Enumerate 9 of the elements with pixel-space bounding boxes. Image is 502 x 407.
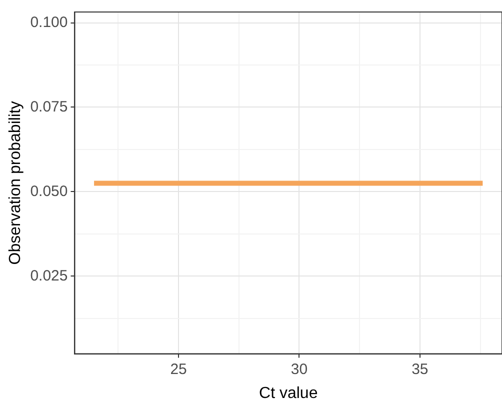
y-axis-title: Observation probability <box>7 101 24 265</box>
x-tick-label: 30 <box>290 360 308 378</box>
x-axis-title: Ct value <box>259 384 318 402</box>
x-tick-label: 35 <box>412 360 428 378</box>
y-tick-label: 0.025 <box>30 267 68 284</box>
y-tick-label: 0.075 <box>30 98 68 116</box>
x-tick-label: 25 <box>170 360 187 378</box>
y-tick-label: 0.100 <box>30 14 68 31</box>
y-tick-label: 0.050 <box>30 182 68 200</box>
